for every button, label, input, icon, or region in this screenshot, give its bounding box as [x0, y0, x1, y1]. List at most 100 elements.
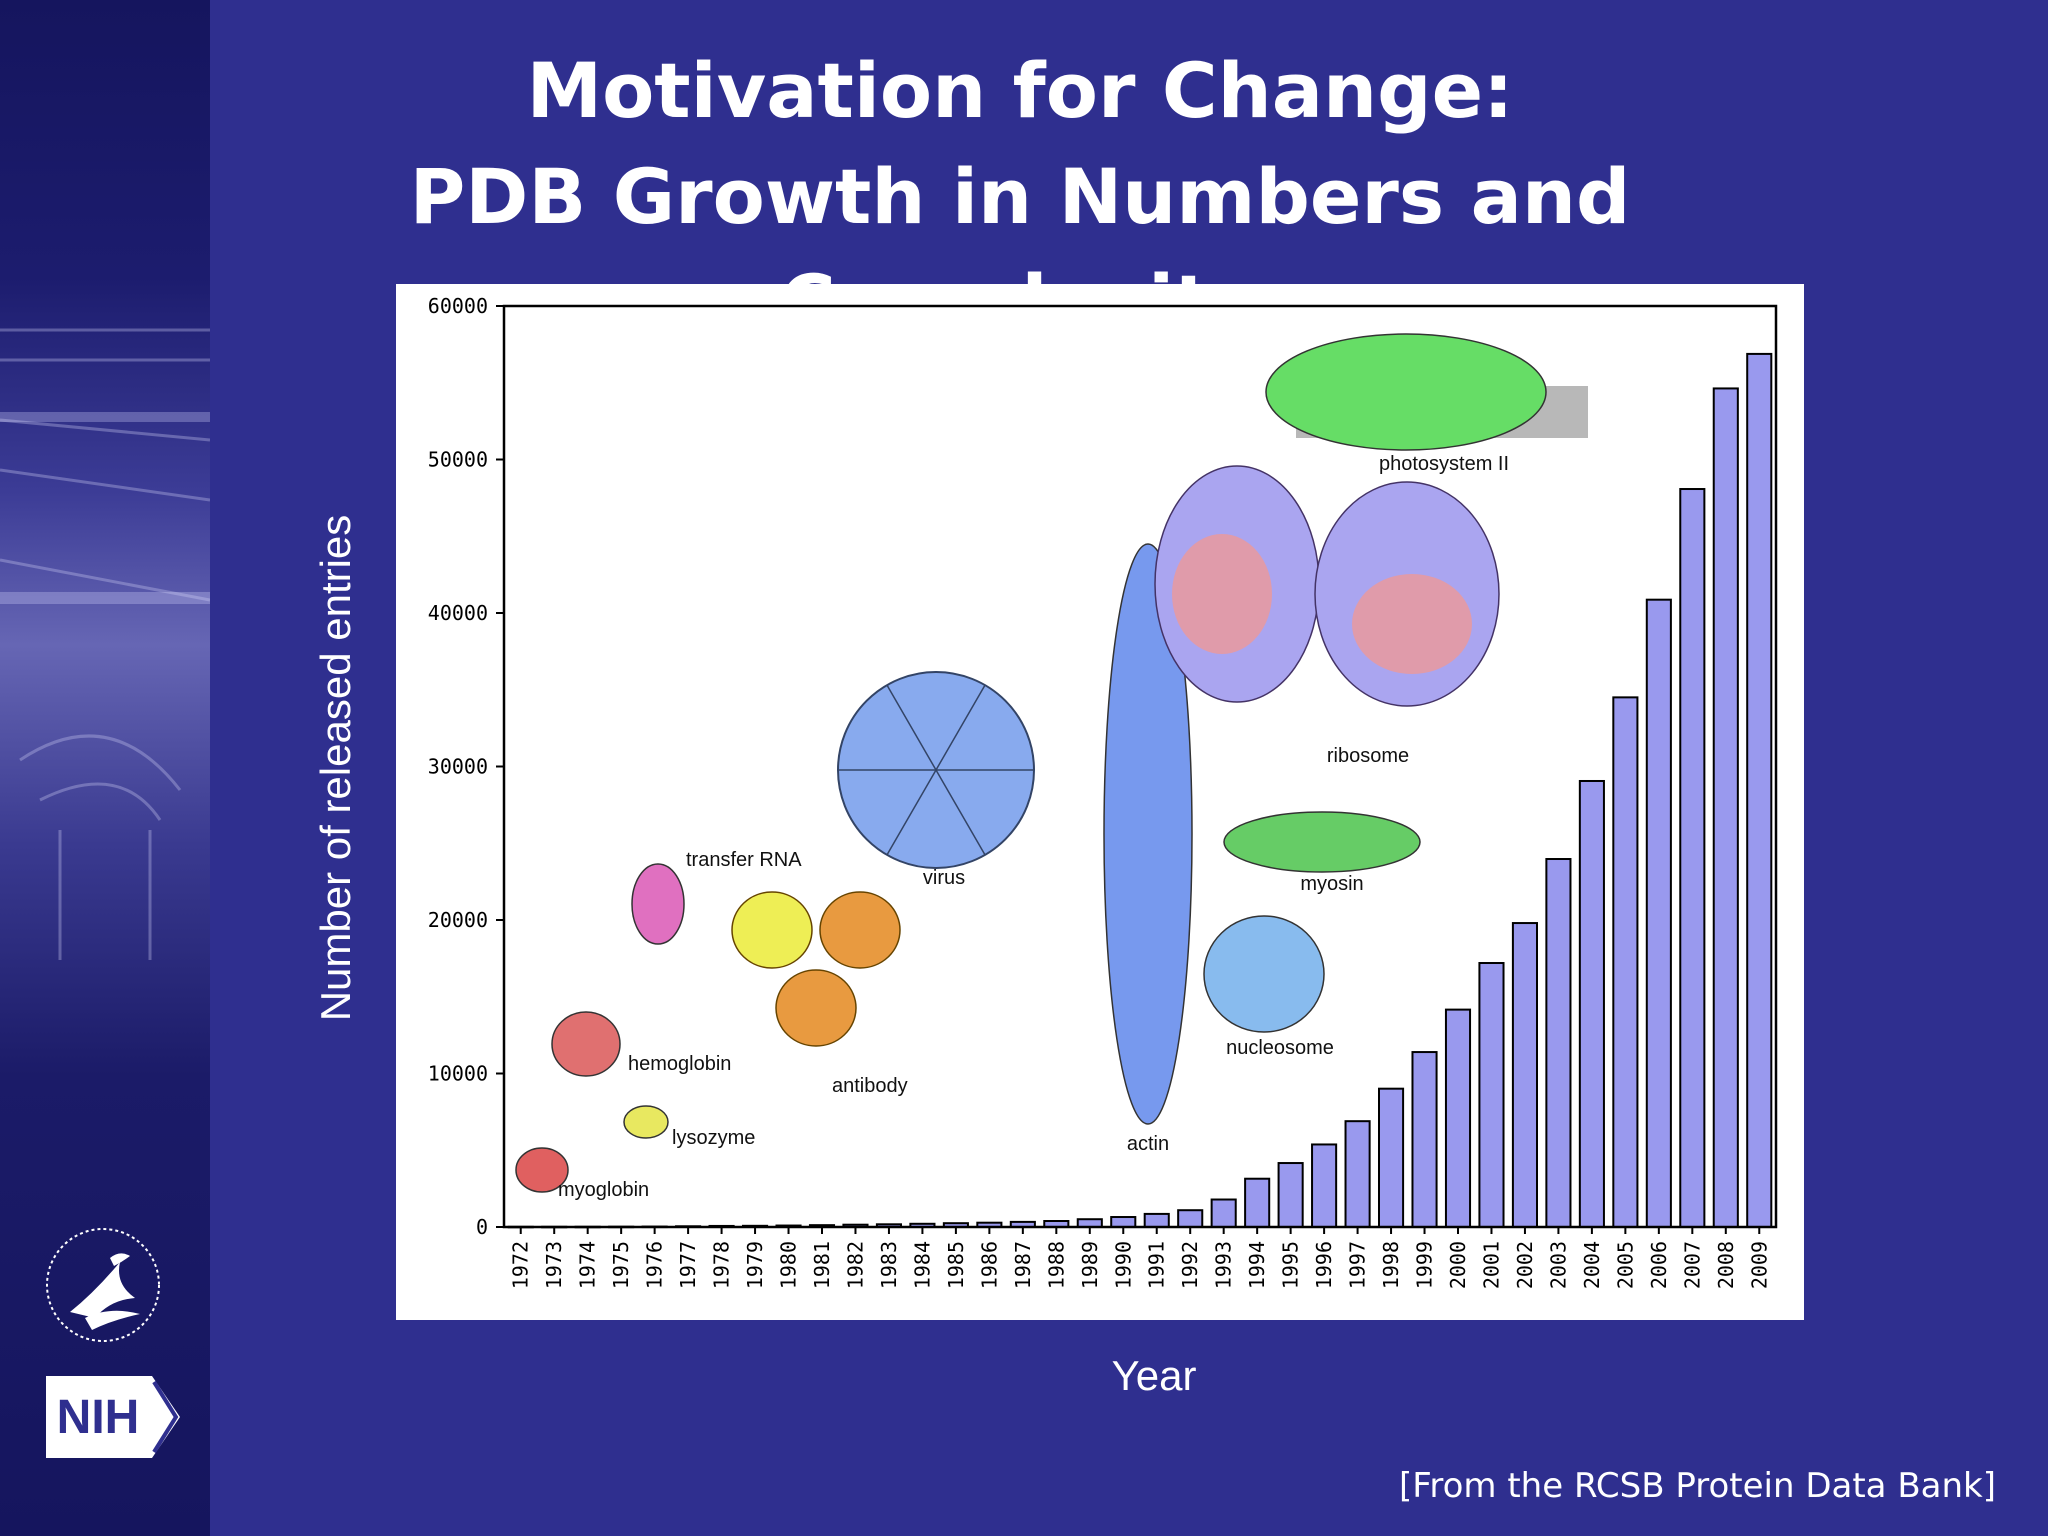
molecule-virus: virus	[837, 671, 1035, 889]
molecule-label: nucleosome	[1226, 1037, 1334, 1059]
molecule-label: lysozyme	[672, 1127, 755, 1149]
molecule-label: myoglobin	[558, 1179, 649, 1201]
building-columns-image	[0, 328, 210, 960]
nih-logo-text: NIH	[57, 1391, 140, 1444]
bar-1993	[1210, 1198, 1237, 1229]
molecule-transfer-RNA: transfer RNA	[631, 849, 802, 945]
molecule-lysozyme: lysozyme	[623, 1105, 755, 1149]
molecule-shape	[623, 1105, 669, 1139]
antibody-fragment	[731, 891, 813, 969]
chart-panel: myoglobin lysozyme hemoglobin transfer RNA a…	[396, 284, 1804, 1320]
bar-1997	[1344, 1120, 1371, 1228]
bar-2003	[1545, 858, 1572, 1228]
bar-chart: myoglobin lysozyme hemoglobin transfer RNA a…	[428, 294, 1778, 1289]
bar-2004	[1578, 779, 1605, 1228]
x-tick-label: 1972	[509, 1241, 533, 1289]
molecule-ribosome: ribosome	[1154, 465, 1500, 767]
x-tick-label: 1973	[542, 1241, 566, 1289]
molecule-shape	[631, 863, 685, 945]
x-tick-label: 1990	[1111, 1241, 1135, 1289]
x-tick-label: 1982	[843, 1241, 867, 1289]
x-tick-label: 1997	[1346, 1241, 1370, 1289]
x-tick-label: 1996	[1312, 1241, 1336, 1289]
x-tick-label: 1980	[777, 1241, 801, 1289]
bar-2009	[1746, 352, 1773, 1229]
molecule-shape	[551, 1011, 621, 1077]
capsid-edge	[886, 769, 937, 856]
molecule-antibody: antibody	[731, 891, 908, 1097]
molecule-annotations: myoglobin lysozyme hemoglobin transfer RNA a…	[515, 333, 1588, 1201]
y-tick-label: 0	[476, 1215, 488, 1239]
bar-2002	[1511, 922, 1539, 1228]
x-tick-label: 1987	[1011, 1241, 1035, 1289]
x-tick-label: 1998	[1379, 1241, 1403, 1289]
bar-2008	[1712, 387, 1739, 1229]
x-tick-label: 2003	[1546, 1241, 1570, 1289]
molecule-nucleosome: nucleosome	[1203, 915, 1334, 1059]
molecule-photosystem-II: photosystem II	[1265, 333, 1547, 475]
title-line-1: Motivation for Change:	[526, 46, 1514, 135]
y-tick-label: 40000	[428, 601, 488, 625]
x-tick-label: 1993	[1212, 1241, 1236, 1289]
x-tick-label: 1989	[1078, 1241, 1102, 1289]
x-tick-label: 1981	[810, 1241, 834, 1289]
molecule-myosin: myosin	[1223, 811, 1421, 895]
x-tick-label: 1995	[1279, 1241, 1303, 1289]
x-tick-label: 1985	[944, 1241, 968, 1289]
molecule-actin: actin	[1103, 543, 1193, 1155]
x-tick-label: 1991	[1145, 1241, 1169, 1289]
molecule-shape	[1203, 915, 1325, 1033]
molecule-label: transfer RNA	[686, 849, 802, 871]
x-tick-label: 1979	[743, 1241, 767, 1289]
source-citation: [From the RCSB Protein Data Bank]	[1399, 1466, 1996, 1506]
bar-1994	[1244, 1177, 1271, 1228]
molecule-hemoglobin: hemoglobin	[551, 1011, 731, 1077]
x-tick-label: 2006	[1647, 1241, 1671, 1289]
molecule-shape	[515, 1147, 569, 1193]
x-tick-label: 2002	[1513, 1241, 1537, 1289]
x-tick-label: 1988	[1044, 1241, 1068, 1289]
y-axis: 0 10000 20000 30000 40000 50000 60000	[428, 294, 504, 1239]
bar-1990	[1110, 1216, 1137, 1229]
y-tick-label: 20000	[428, 908, 488, 932]
bar-2001	[1478, 962, 1505, 1228]
molecule-shape	[1103, 543, 1193, 1125]
nih-logo: NIH	[46, 1376, 180, 1458]
capsid-edge	[935, 769, 986, 856]
x-tick-label: 1974	[576, 1241, 600, 1289]
hhs-seal-logo	[46, 1228, 160, 1342]
ribosome-rna	[1352, 574, 1472, 674]
bar-1998	[1378, 1087, 1405, 1228]
y-axis-label: Number of released entries	[312, 514, 359, 1022]
y-tick-label: 50000	[428, 448, 488, 472]
y-tick-label: 60000	[428, 294, 488, 318]
x-tick-label: 1976	[643, 1241, 667, 1289]
x-tick-label: 1984	[910, 1241, 934, 1289]
x-tick-label: 2007	[1680, 1241, 1704, 1289]
x-tick-label: 1978	[710, 1241, 734, 1289]
molecule-myoglobin: myoglobin	[515, 1147, 649, 1201]
capsid-edge	[935, 684, 986, 771]
molecule-label: photosystem II	[1379, 453, 1509, 475]
bar-2005	[1612, 696, 1639, 1228]
molecule-label: virus	[923, 867, 965, 889]
bar-2000	[1444, 1008, 1472, 1228]
molecule-label: myosin	[1300, 873, 1363, 895]
molecule-label: actin	[1127, 1133, 1169, 1155]
x-axis: 1972 1973 1974 1975 1976 1977 1978 1979 1980 1981…	[509, 1227, 1771, 1289]
capsid-edge	[886, 684, 937, 771]
molecule-shape	[1265, 333, 1547, 451]
x-tick-label: 2009	[1747, 1241, 1771, 1289]
bar-2007	[1679, 488, 1706, 1228]
x-tick-label: 2004	[1580, 1241, 1604, 1289]
x-tick-label: 1999	[1413, 1241, 1437, 1289]
y-tick-label: 10000	[428, 1062, 488, 1086]
molecule-label: ribosome	[1327, 745, 1409, 767]
molecule-shape	[1223, 811, 1421, 873]
ribosome-rna	[1172, 534, 1272, 654]
molecule-label: hemoglobin	[628, 1053, 731, 1075]
bar-1991	[1143, 1212, 1170, 1228]
x-tick-label: 1992	[1178, 1241, 1202, 1289]
x-tick-label: 1977	[676, 1241, 700, 1289]
x-tick-label: 1975	[609, 1241, 633, 1289]
